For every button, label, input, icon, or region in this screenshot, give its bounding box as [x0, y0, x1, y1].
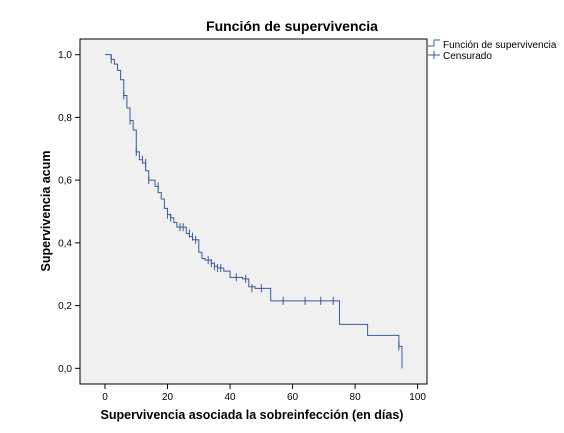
legend-label-survival: Función de supervivencia	[443, 40, 557, 51]
x-tick-label: 100	[409, 392, 426, 403]
legend-item-survival: Función de supervivencia	[428, 39, 557, 51]
y-axis: 0,0 0,2 0,4 0,6 0,8 1,0	[58, 50, 80, 375]
y-tick-label: 0,6	[58, 176, 72, 187]
x-tick-label: 80	[350, 392, 362, 403]
plot-area	[80, 39, 427, 384]
y-axis-label: Supervivencia acum	[39, 151, 53, 272]
y-tick-label: 1,0	[58, 50, 72, 61]
legend: Función de supervivencia Censurado	[428, 39, 557, 62]
y-tick-label: 0,4	[58, 238, 72, 249]
x-axis: 0 20 40 60 80 100	[102, 384, 426, 403]
legend-step-line-icon	[428, 39, 440, 47]
legend-item-censored: Censurado	[428, 51, 492, 62]
chart-title: Función de supervivencia	[206, 18, 378, 34]
x-tick-label: 0	[102, 392, 108, 403]
legend-censor-plus-icon	[428, 51, 440, 59]
y-tick-label: 0,2	[58, 301, 72, 312]
x-tick-label: 40	[224, 392, 236, 403]
x-axis-label: Supervivencia asociada la sobreinfección…	[101, 408, 404, 422]
x-tick-label: 20	[162, 392, 174, 403]
plot-frame	[79, 38, 428, 385]
censor-marks-layer	[110, 55, 400, 351]
x-tick-label: 60	[287, 392, 299, 403]
y-tick-label: 0,0	[58, 364, 72, 375]
y-tick-label: 0,8	[58, 113, 72, 124]
legend-label-censored: Censurado	[443, 51, 492, 62]
